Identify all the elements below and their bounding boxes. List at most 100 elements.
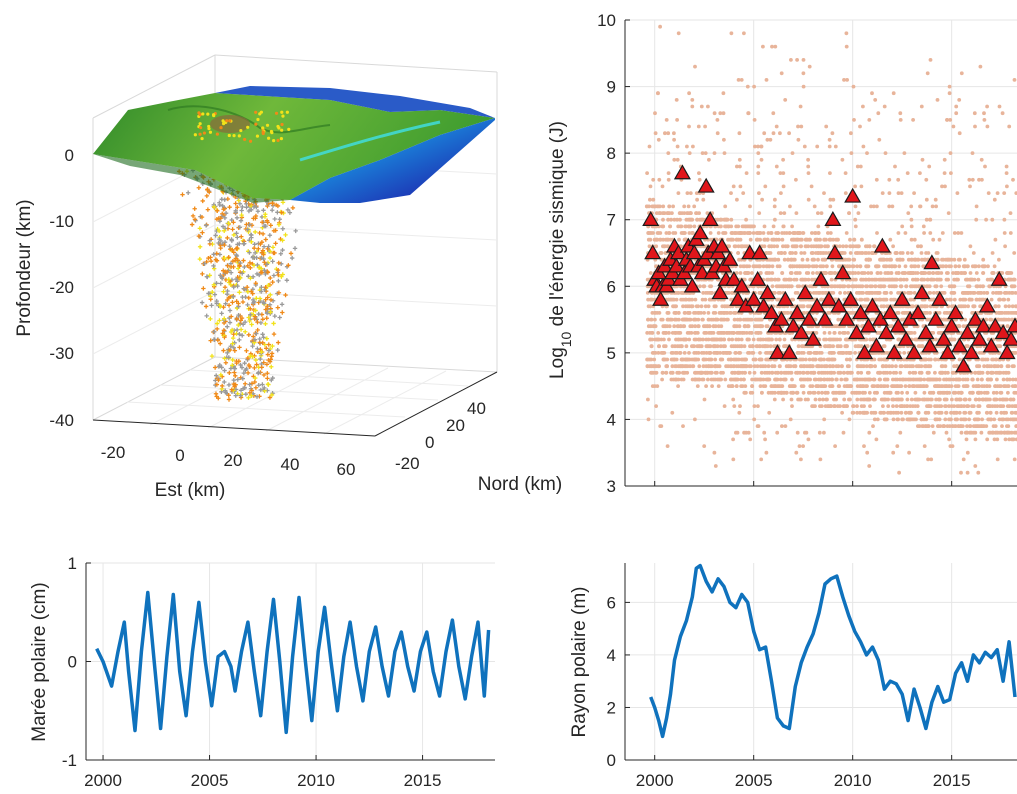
hypocentre-marker [239, 365, 245, 370]
energy-dot [843, 191, 848, 196]
energy-dot [899, 410, 904, 415]
energy-dot [816, 390, 821, 395]
energy-dot [695, 197, 699, 202]
energy-dot [659, 351, 664, 355]
hypocentre-marker [221, 289, 226, 294]
hypocentre-marker [241, 258, 246, 263]
energy-dot [703, 297, 708, 302]
energy-dot [796, 124, 800, 129]
hypocentre-marker [221, 328, 227, 333]
hypocentre-marker [261, 360, 266, 365]
energy-dot [918, 244, 923, 249]
energy-dot [903, 231, 908, 235]
energy-dot [694, 337, 698, 342]
hypocentre-marker [254, 296, 259, 301]
hypocentre-marker [287, 210, 293, 215]
energy-dot [828, 197, 833, 202]
hypocentre-marker [235, 205, 240, 210]
energy-dot [838, 291, 842, 295]
surface-quake [280, 110, 284, 114]
energy-dots [644, 24, 1017, 475]
energy-dot [982, 364, 986, 369]
hypocentre-marker [271, 331, 277, 337]
hypocentre-marker [276, 260, 281, 266]
energy-dot [709, 317, 714, 322]
hypocentre-marker [268, 309, 273, 315]
energy-dot [961, 377, 965, 382]
hypocentre-marker [222, 328, 227, 334]
hypocentre-marker [221, 207, 226, 212]
energy-dot [981, 257, 986, 262]
energy-dot [708, 231, 713, 235]
energy-dot [731, 457, 736, 462]
energy-dot [838, 337, 842, 342]
energy-dot [873, 98, 878, 102]
energy-dot [1005, 324, 1010, 329]
energy-dot [945, 118, 949, 122]
hypocentre-marker [200, 198, 205, 204]
energy-dot [752, 370, 757, 375]
energy-dot [871, 204, 876, 209]
surface-quakes [193, 110, 291, 143]
hypocentre-marker [218, 372, 224, 378]
energy-dot [924, 177, 929, 182]
energy-dot [659, 424, 664, 428]
energy-dot [662, 351, 667, 355]
energy-dot [818, 377, 823, 382]
energy-dot [770, 264, 775, 269]
energy-dot [934, 337, 938, 342]
hypocentre-marker [242, 385, 247, 390]
energy-dot [982, 118, 987, 122]
energy-dot [980, 370, 985, 375]
energy-dot [939, 284, 944, 289]
hypocentre-marker [222, 239, 228, 245]
hypocentre-marker [224, 291, 230, 297]
energy-dot [670, 410, 675, 415]
hypocentre-marker [207, 238, 212, 243]
hypocentre-marker [201, 286, 206, 291]
hypocentre-marker [254, 331, 259, 336]
energy-dot [855, 384, 860, 388]
energy-dot [1006, 370, 1011, 375]
energy-dot [902, 351, 907, 355]
energy-dot [940, 231, 945, 235]
energy-dot [798, 104, 803, 109]
energy-dot [853, 351, 857, 355]
energy-dot [823, 370, 827, 375]
hypocentre-marker [226, 393, 231, 398]
energy-dot [896, 177, 901, 182]
hypocentre-marker [226, 303, 232, 308]
surface-quake [259, 110, 264, 114]
hypocentre-marker [252, 365, 257, 371]
energy-dot [881, 344, 886, 349]
hypocentre-marker [253, 385, 259, 390]
energy-dot [702, 397, 707, 402]
terrain-front-face [93, 154, 290, 203]
energy-dot [718, 224, 723, 229]
hypocentre-marker [238, 260, 243, 266]
energy-dot [826, 231, 830, 235]
hypocentre-marker [260, 382, 265, 387]
energy-dot [977, 390, 982, 395]
energy-dot [844, 44, 849, 49]
energy-dot [917, 424, 922, 428]
energy-dot [688, 191, 693, 196]
energy-dot [974, 271, 979, 275]
energy-dot [685, 211, 689, 216]
energy-dot [835, 344, 840, 349]
energy-dot [827, 331, 832, 335]
energy-dot [802, 144, 807, 149]
energy-dot [645, 331, 650, 335]
energy-dot [824, 337, 828, 342]
hypocentre-marker [223, 210, 229, 216]
energy-dot [644, 204, 649, 209]
energy-dot [799, 457, 803, 462]
surface-quake [276, 124, 280, 129]
hypocentre-marker [216, 228, 222, 234]
energy-dot [903, 410, 908, 415]
surface-quake [193, 133, 197, 137]
energy-dot [791, 297, 795, 302]
hypocentre-marker [280, 226, 286, 231]
surface-quake [280, 122, 284, 127]
hypocentre-marker [263, 284, 268, 290]
